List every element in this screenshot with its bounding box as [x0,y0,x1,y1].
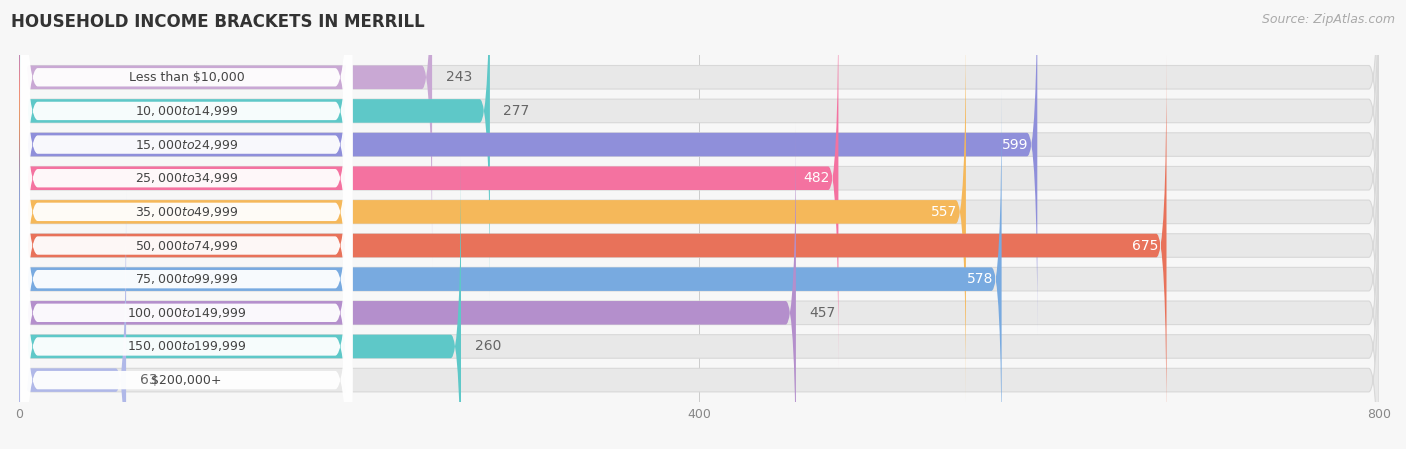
FancyBboxPatch shape [20,0,432,268]
FancyBboxPatch shape [21,0,351,438]
Text: $150,000 to $199,999: $150,000 to $199,999 [127,339,246,353]
FancyBboxPatch shape [21,0,351,449]
Text: Source: ZipAtlas.com: Source: ZipAtlas.com [1261,13,1395,26]
FancyBboxPatch shape [21,0,351,405]
Text: $15,000 to $24,999: $15,000 to $24,999 [135,137,238,152]
Text: 557: 557 [931,205,957,219]
Text: 457: 457 [810,306,835,320]
FancyBboxPatch shape [20,0,489,301]
Text: HOUSEHOLD INCOME BRACKETS IN MERRILL: HOUSEHOLD INCOME BRACKETS IN MERRILL [11,13,425,31]
Text: 277: 277 [503,104,530,118]
Text: 482: 482 [803,171,830,185]
FancyBboxPatch shape [20,0,1038,335]
FancyBboxPatch shape [20,0,1379,301]
FancyBboxPatch shape [20,0,1379,268]
FancyBboxPatch shape [21,0,351,449]
FancyBboxPatch shape [20,156,1379,449]
FancyBboxPatch shape [20,55,1167,436]
FancyBboxPatch shape [21,19,351,449]
Text: 599: 599 [1002,137,1029,152]
FancyBboxPatch shape [20,123,1379,449]
FancyBboxPatch shape [20,89,1001,449]
FancyBboxPatch shape [20,89,1379,449]
FancyBboxPatch shape [20,0,838,368]
FancyBboxPatch shape [20,190,127,449]
FancyBboxPatch shape [20,190,1379,449]
FancyBboxPatch shape [20,0,1379,368]
Text: 675: 675 [1132,238,1159,252]
FancyBboxPatch shape [21,0,351,449]
Text: $10,000 to $14,999: $10,000 to $14,999 [135,104,238,118]
Text: 578: 578 [967,272,993,286]
Text: $35,000 to $49,999: $35,000 to $49,999 [135,205,238,219]
FancyBboxPatch shape [20,22,966,402]
FancyBboxPatch shape [21,0,351,449]
Text: Less than $10,000: Less than $10,000 [128,71,245,84]
FancyBboxPatch shape [20,55,1379,436]
Text: $100,000 to $149,999: $100,000 to $149,999 [127,306,246,320]
FancyBboxPatch shape [21,0,351,449]
Text: $25,000 to $34,999: $25,000 to $34,999 [135,171,238,185]
FancyBboxPatch shape [20,123,796,449]
Text: 243: 243 [446,70,472,84]
Text: 63: 63 [139,373,157,387]
Text: $75,000 to $99,999: $75,000 to $99,999 [135,272,238,286]
Text: $50,000 to $74,999: $50,000 to $74,999 [135,238,238,252]
FancyBboxPatch shape [20,0,1379,335]
FancyBboxPatch shape [21,0,351,449]
FancyBboxPatch shape [20,22,1379,402]
FancyBboxPatch shape [20,156,461,449]
FancyBboxPatch shape [21,53,351,449]
Text: 260: 260 [475,339,501,353]
Text: $200,000+: $200,000+ [152,374,222,387]
